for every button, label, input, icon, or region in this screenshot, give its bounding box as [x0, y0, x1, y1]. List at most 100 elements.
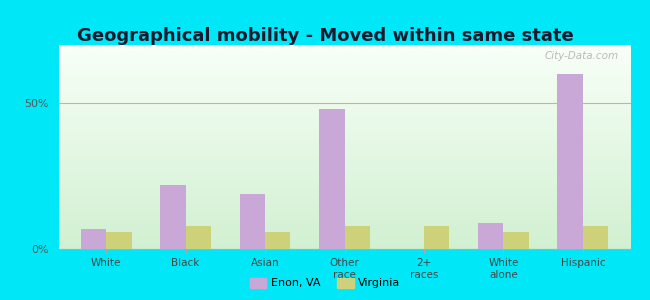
Bar — [58, 215, 630, 216]
Bar — [58, 203, 630, 204]
Bar — [58, 87, 630, 88]
Bar — [58, 163, 630, 165]
Bar — [58, 70, 630, 71]
Bar — [58, 63, 630, 64]
Bar — [58, 154, 630, 155]
Bar — [58, 165, 630, 166]
Bar — [58, 128, 630, 129]
Bar — [58, 102, 630, 104]
Bar — [344, 226, 370, 249]
Bar — [58, 76, 630, 78]
Bar — [58, 143, 630, 144]
Bar — [58, 169, 630, 170]
Bar — [58, 208, 630, 210]
Bar — [58, 45, 630, 46]
Bar — [58, 121, 630, 122]
Bar — [478, 223, 503, 249]
Bar — [58, 50, 630, 52]
Bar — [58, 160, 630, 162]
Bar — [58, 105, 630, 106]
Bar — [58, 184, 630, 185]
Bar — [58, 167, 630, 169]
Bar — [106, 232, 131, 249]
Bar — [58, 224, 630, 226]
Bar — [58, 84, 630, 86]
Bar — [58, 241, 630, 242]
Bar — [58, 53, 630, 55]
Bar — [58, 91, 630, 93]
Bar — [58, 113, 630, 114]
Bar — [58, 182, 630, 184]
Bar — [58, 94, 630, 95]
Bar — [58, 60, 630, 61]
Bar — [58, 150, 630, 151]
Bar — [58, 174, 630, 175]
Bar — [58, 101, 630, 102]
Bar — [58, 204, 630, 206]
Bar — [558, 74, 583, 249]
Bar — [58, 226, 630, 227]
Bar — [58, 116, 630, 117]
Bar — [58, 212, 630, 214]
Bar — [58, 186, 630, 188]
Bar — [58, 68, 630, 70]
Bar — [58, 52, 630, 53]
Bar — [160, 185, 186, 249]
Bar — [58, 214, 630, 215]
Bar — [58, 142, 630, 143]
Bar — [58, 98, 630, 99]
Bar — [58, 144, 630, 145]
Bar — [58, 48, 630, 49]
Bar — [58, 109, 630, 110]
Bar — [58, 118, 630, 120]
Bar — [58, 245, 630, 246]
Bar — [58, 218, 630, 219]
Bar — [58, 180, 630, 181]
Bar — [58, 158, 630, 159]
Bar — [58, 135, 630, 136]
Bar — [58, 211, 630, 212]
Bar — [58, 67, 630, 68]
Bar — [240, 194, 265, 249]
Bar — [58, 222, 630, 223]
Bar — [58, 199, 630, 200]
Bar — [58, 242, 630, 244]
Bar — [58, 79, 630, 80]
Bar — [58, 46, 630, 48]
Bar — [58, 152, 630, 154]
Bar — [58, 55, 630, 56]
Bar — [58, 155, 630, 157]
Bar — [58, 239, 630, 241]
Bar — [58, 72, 630, 74]
Bar — [58, 157, 630, 158]
Bar — [58, 83, 630, 84]
Bar — [58, 131, 630, 132]
Bar — [319, 109, 344, 249]
Bar — [58, 238, 630, 239]
Bar — [58, 223, 630, 224]
Bar — [58, 195, 630, 196]
Bar — [58, 173, 630, 174]
Bar — [58, 177, 630, 178]
Bar — [58, 124, 630, 125]
Bar — [58, 99, 630, 101]
Bar — [58, 65, 630, 67]
Bar — [58, 64, 630, 65]
Bar — [58, 103, 630, 105]
Bar — [58, 117, 630, 118]
Bar — [58, 216, 630, 218]
Bar — [186, 226, 211, 249]
Bar — [58, 188, 630, 189]
Bar — [58, 162, 630, 163]
Bar — [424, 226, 449, 249]
Bar — [58, 134, 630, 135]
Bar — [58, 57, 630, 59]
Bar — [81, 229, 106, 249]
Bar — [58, 112, 630, 113]
Text: Geographical mobility - Moved within same state: Geographical mobility - Moved within sam… — [77, 27, 573, 45]
Bar — [58, 82, 630, 83]
Bar — [58, 80, 630, 82]
Bar — [58, 139, 630, 140]
Bar — [58, 166, 630, 167]
Bar — [58, 219, 630, 220]
